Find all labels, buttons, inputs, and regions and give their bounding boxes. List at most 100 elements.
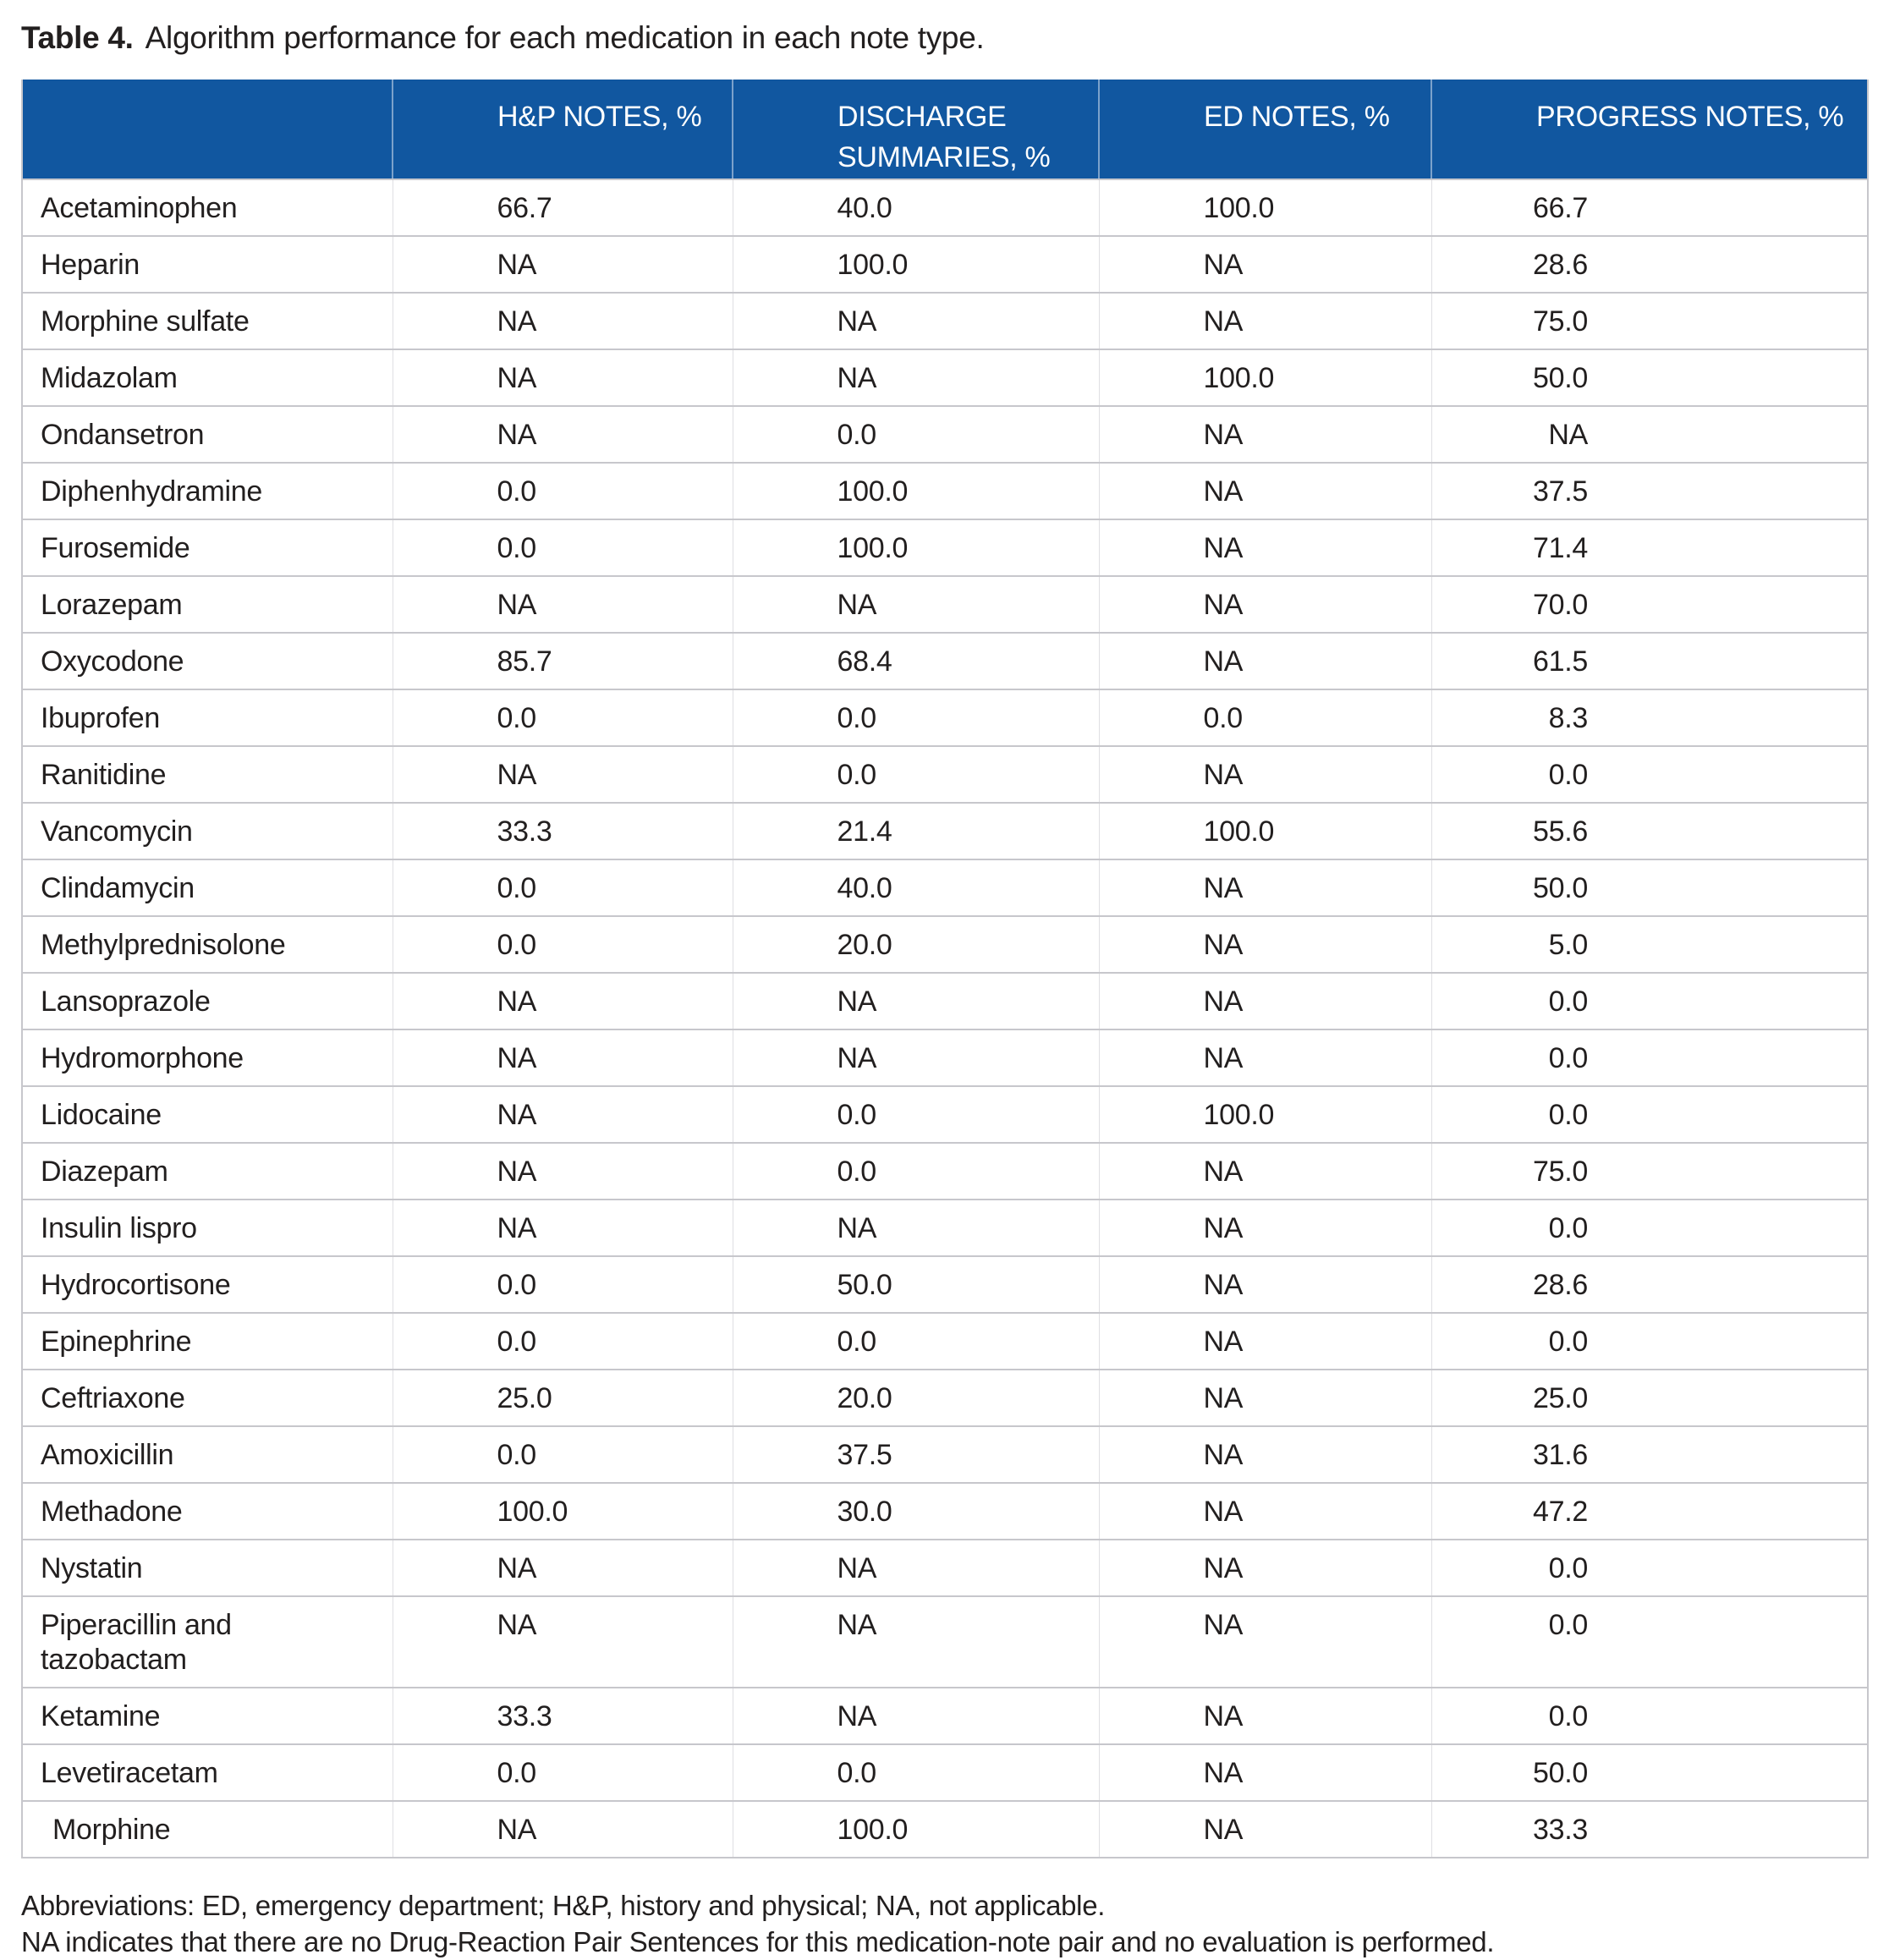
medication-name-cell: Ondansetron (22, 406, 393, 464)
progress-notes-cell: 0.0 (1430, 1029, 1868, 1087)
hp-notes-cell: 100.0 (392, 1483, 733, 1540)
progress-notes-cell: 0.0 (1430, 1086, 1868, 1144)
discharge-summaries-cell: 0.0 (732, 1086, 1099, 1144)
table-row: Epinephrine 0.0 0.0 NA 0.0 (22, 1313, 1868, 1370)
progress-notes-cell: 75.0 (1430, 293, 1868, 350)
table-row: Midazolam NA NA 100.0 50.0 (22, 349, 1868, 407)
table-row: Methylprednisolone 0.0 20.0 NA 5.0 (22, 916, 1868, 974)
hp-notes-cell: 0.0 (392, 689, 733, 747)
discharge-summaries-cell: 20.0 (732, 916, 1099, 974)
ed-notes-cell: NA (1098, 1540, 1431, 1597)
progress-notes-cell: 0.0 (1430, 1688, 1868, 1745)
hp-notes-cell: NA (392, 1801, 733, 1858)
column-header-ed-notes: ED NOTES, % (1098, 80, 1431, 180)
hp-notes-cell: 0.0 (392, 1256, 733, 1314)
hp-notes-cell: NA (392, 406, 733, 464)
table-number-label: Table 4. (21, 20, 134, 55)
discharge-summaries-cell: 0.0 (732, 746, 1099, 804)
progress-notes-cell: 71.4 (1430, 519, 1868, 577)
table-row: Ceftriaxone 25.0 20.0 NA 25.0 (22, 1370, 1868, 1427)
table-row: Ranitidine NA 0.0 NA 0.0 (22, 746, 1868, 804)
table-row: Ondansetron NA 0.0 NA NA (22, 406, 1868, 464)
ed-notes-cell: NA (1098, 1029, 1431, 1087)
ed-notes-cell: NA (1098, 633, 1431, 690)
abbreviations-note: Abbreviations: ED, emergency department;… (21, 1890, 1106, 1921)
discharge-summaries-cell: 100.0 (732, 463, 1099, 520)
ed-notes-cell: 100.0 (1098, 349, 1431, 407)
medication-name-cell: Lorazepam (22, 576, 393, 634)
medication-name-cell: Vancomycin (22, 803, 393, 860)
ed-notes-cell: NA (1098, 1688, 1431, 1745)
hp-notes-cell: 0.0 (392, 463, 733, 520)
table-row: Methadone 100.0 30.0 NA 47.2 (22, 1483, 1868, 1540)
table-body: Acetaminophen 66.7 40.0 100.0 66.7 Heparin NA 1… (22, 179, 1868, 1858)
medication-name-cell: Diphenhydramine (22, 463, 393, 520)
medication-name-cell: Hydrocortisone (22, 1256, 393, 1314)
progress-notes-cell: 0.0 (1430, 1313, 1868, 1370)
discharge-summaries-cell: NA (732, 973, 1099, 1030)
progress-notes-cell: 31.6 (1430, 1426, 1868, 1484)
discharge-summaries-cell: 68.4 (732, 633, 1099, 690)
hp-notes-cell: NA (392, 973, 733, 1030)
ed-notes-cell: NA (1098, 1370, 1431, 1427)
progress-notes-cell: 66.7 (1430, 179, 1868, 237)
discharge-summaries-cell: 100.0 (732, 1801, 1099, 1858)
hp-notes-cell: 0.0 (392, 1313, 733, 1370)
hp-notes-cell: NA (392, 746, 733, 804)
progress-notes-cell: 61.5 (1430, 633, 1868, 690)
ed-notes-cell: NA (1098, 1596, 1431, 1688)
medication-name-cell: Lidocaine (22, 1086, 393, 1144)
column-header-progress-notes: PROGRESS NOTES, % (1430, 80, 1868, 180)
progress-notes-cell: 8.3 (1430, 689, 1868, 747)
progress-notes-cell: 55.6 (1430, 803, 1868, 860)
discharge-summaries-cell: NA (732, 1596, 1099, 1688)
table-row: Furosemide 0.0 100.0 NA 71.4 (22, 519, 1868, 577)
ed-notes-cell: NA (1098, 576, 1431, 634)
hp-notes-cell: NA (392, 1596, 733, 1688)
ed-notes-cell: NA (1098, 1200, 1431, 1257)
table-row: Heparin NA 100.0 NA 28.6 (22, 236, 1868, 294)
hp-notes-cell: 0.0 (392, 859, 733, 917)
progress-notes-cell: 0.0 (1430, 1540, 1868, 1597)
ed-notes-cell: NA (1098, 236, 1431, 294)
discharge-summaries-cell: 30.0 (732, 1483, 1099, 1540)
hp-notes-cell: NA (392, 236, 733, 294)
ed-notes-cell: NA (1098, 1143, 1431, 1200)
ed-notes-cell: NA (1098, 1744, 1431, 1802)
medication-name-cell: Methylprednisolone (22, 916, 393, 974)
discharge-summaries-cell: 100.0 (732, 519, 1099, 577)
medication-name-cell: Ranitidine (22, 746, 393, 804)
hp-notes-cell: 25.0 (392, 1370, 733, 1427)
ed-notes-cell: 100.0 (1098, 1086, 1431, 1144)
hp-notes-cell: 0.0 (392, 1744, 733, 1802)
medication-name-cell: Lansoprazole (22, 973, 393, 1030)
table-header: H&P NOTES, % DISCHARGE SUMMARIES, % ED N… (22, 80, 1868, 180)
hp-notes-cell: NA (392, 1200, 733, 1257)
table-row: Diazepam NA 0.0 NA 75.0 (22, 1143, 1868, 1200)
ed-notes-cell: NA (1098, 1801, 1431, 1858)
ed-notes-cell: NA (1098, 973, 1431, 1030)
progress-notes-cell: 37.5 (1430, 463, 1868, 520)
progress-notes-cell: 75.0 (1430, 1143, 1868, 1200)
discharge-summaries-cell: 100.0 (732, 236, 1099, 294)
table-row: Hydrocortisone 0.0 50.0 NA 28.6 (22, 1256, 1868, 1314)
medication-name-cell: Furosemide (22, 519, 393, 577)
discharge-summaries-cell: 0.0 (732, 1313, 1099, 1370)
table-caption-text: Algorithm performance for each medicatio… (145, 20, 985, 55)
hp-notes-cell: NA (392, 293, 733, 350)
medication-name-cell: Ceftriaxone (22, 1370, 393, 1427)
hp-notes-cell: 0.0 (392, 1426, 733, 1484)
discharge-summaries-cell: 21.4 (732, 803, 1099, 860)
medication-name-cell: Heparin (22, 236, 393, 294)
discharge-summaries-cell: NA (732, 576, 1099, 634)
progress-notes-cell: 47.2 (1430, 1483, 1868, 1540)
medication-name-cell: Insulin lispro (22, 1200, 393, 1257)
hp-notes-cell: NA (392, 1029, 733, 1087)
ed-notes-cell: NA (1098, 1483, 1431, 1540)
table-row: Ibuprofen 0.0 0.0 0.0 8.3 (22, 689, 1868, 747)
medication-name-cell: Oxycodone (22, 633, 393, 690)
header-row: H&P NOTES, % DISCHARGE SUMMARIES, % ED N… (22, 80, 1868, 180)
discharge-summaries-cell: 0.0 (732, 1143, 1099, 1200)
table-row: Piperacillin and tazobactam NA NA NA 0.0 (22, 1596, 1868, 1688)
ed-notes-cell: 100.0 (1098, 803, 1431, 860)
